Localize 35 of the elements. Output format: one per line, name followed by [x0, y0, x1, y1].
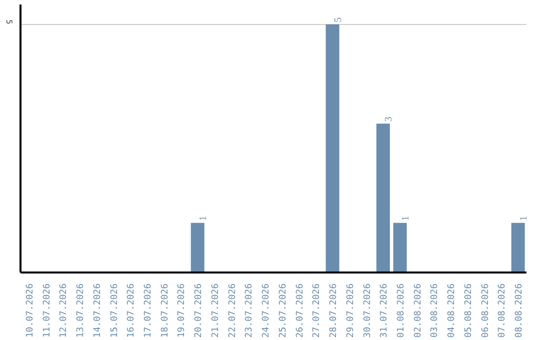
x-tick-label: 13.07.2026: [76, 283, 86, 338]
x-tick-label: 02.08.2026: [413, 283, 424, 338]
x-tick-label: 16.07.2026: [126, 283, 137, 338]
x-tick-label: 31.07.2026: [380, 283, 390, 338]
x-tick-label: 24.07.2026: [262, 283, 272, 338]
data-label: 1: [400, 216, 412, 221]
x-tick-label: 28.07.2026: [329, 283, 340, 338]
x-tick-label: 21.07.2026: [210, 283, 221, 338]
data-label: 1: [198, 216, 210, 221]
x-tick-label: 23.07.2026: [244, 283, 255, 338]
x-tick-label: 26.07.2026: [295, 283, 306, 338]
x-tick-label: 12.07.2026: [59, 283, 70, 338]
x-tick-label: 01.08.2026: [396, 283, 406, 338]
x-tick-label: 03.08.2026: [430, 283, 440, 338]
x-tick-label: 27.07.2026: [312, 283, 322, 338]
x-tick-label: 22.07.2026: [228, 283, 238, 338]
x-tick-label: 07.08.2026: [498, 283, 508, 338]
x-tick-label: 14.07.2026: [92, 283, 103, 338]
x-tick-label: 20.07.2026: [194, 283, 204, 338]
x-tick-label: 25.07.2026: [278, 283, 288, 338]
x-tick-label: 10.07.2026: [25, 283, 36, 338]
data-label: 5: [333, 17, 344, 22]
x-tick-label: 08.08.2026: [514, 283, 525, 338]
x-tick-label: 19.07.2026: [177, 283, 188, 338]
x-tick-label: 30.07.2026: [362, 283, 373, 338]
x-tick-label: 04.08.2026: [447, 283, 458, 338]
x-tick-label: 05.08.2026: [464, 283, 474, 338]
x-tick-label: 06.08.2026: [480, 283, 491, 338]
x-tick-label: 15.07.2026: [110, 283, 120, 338]
x-tick-label: 17.07.2026: [144, 283, 154, 338]
data-label: 1: [518, 216, 530, 221]
x-tick-label: 11.07.2026: [42, 283, 52, 338]
x-tick-label: 18.07.2026: [160, 283, 170, 338]
data-label: 3: [384, 116, 395, 122]
x-tick-label: 29.07.2026: [346, 283, 356, 338]
